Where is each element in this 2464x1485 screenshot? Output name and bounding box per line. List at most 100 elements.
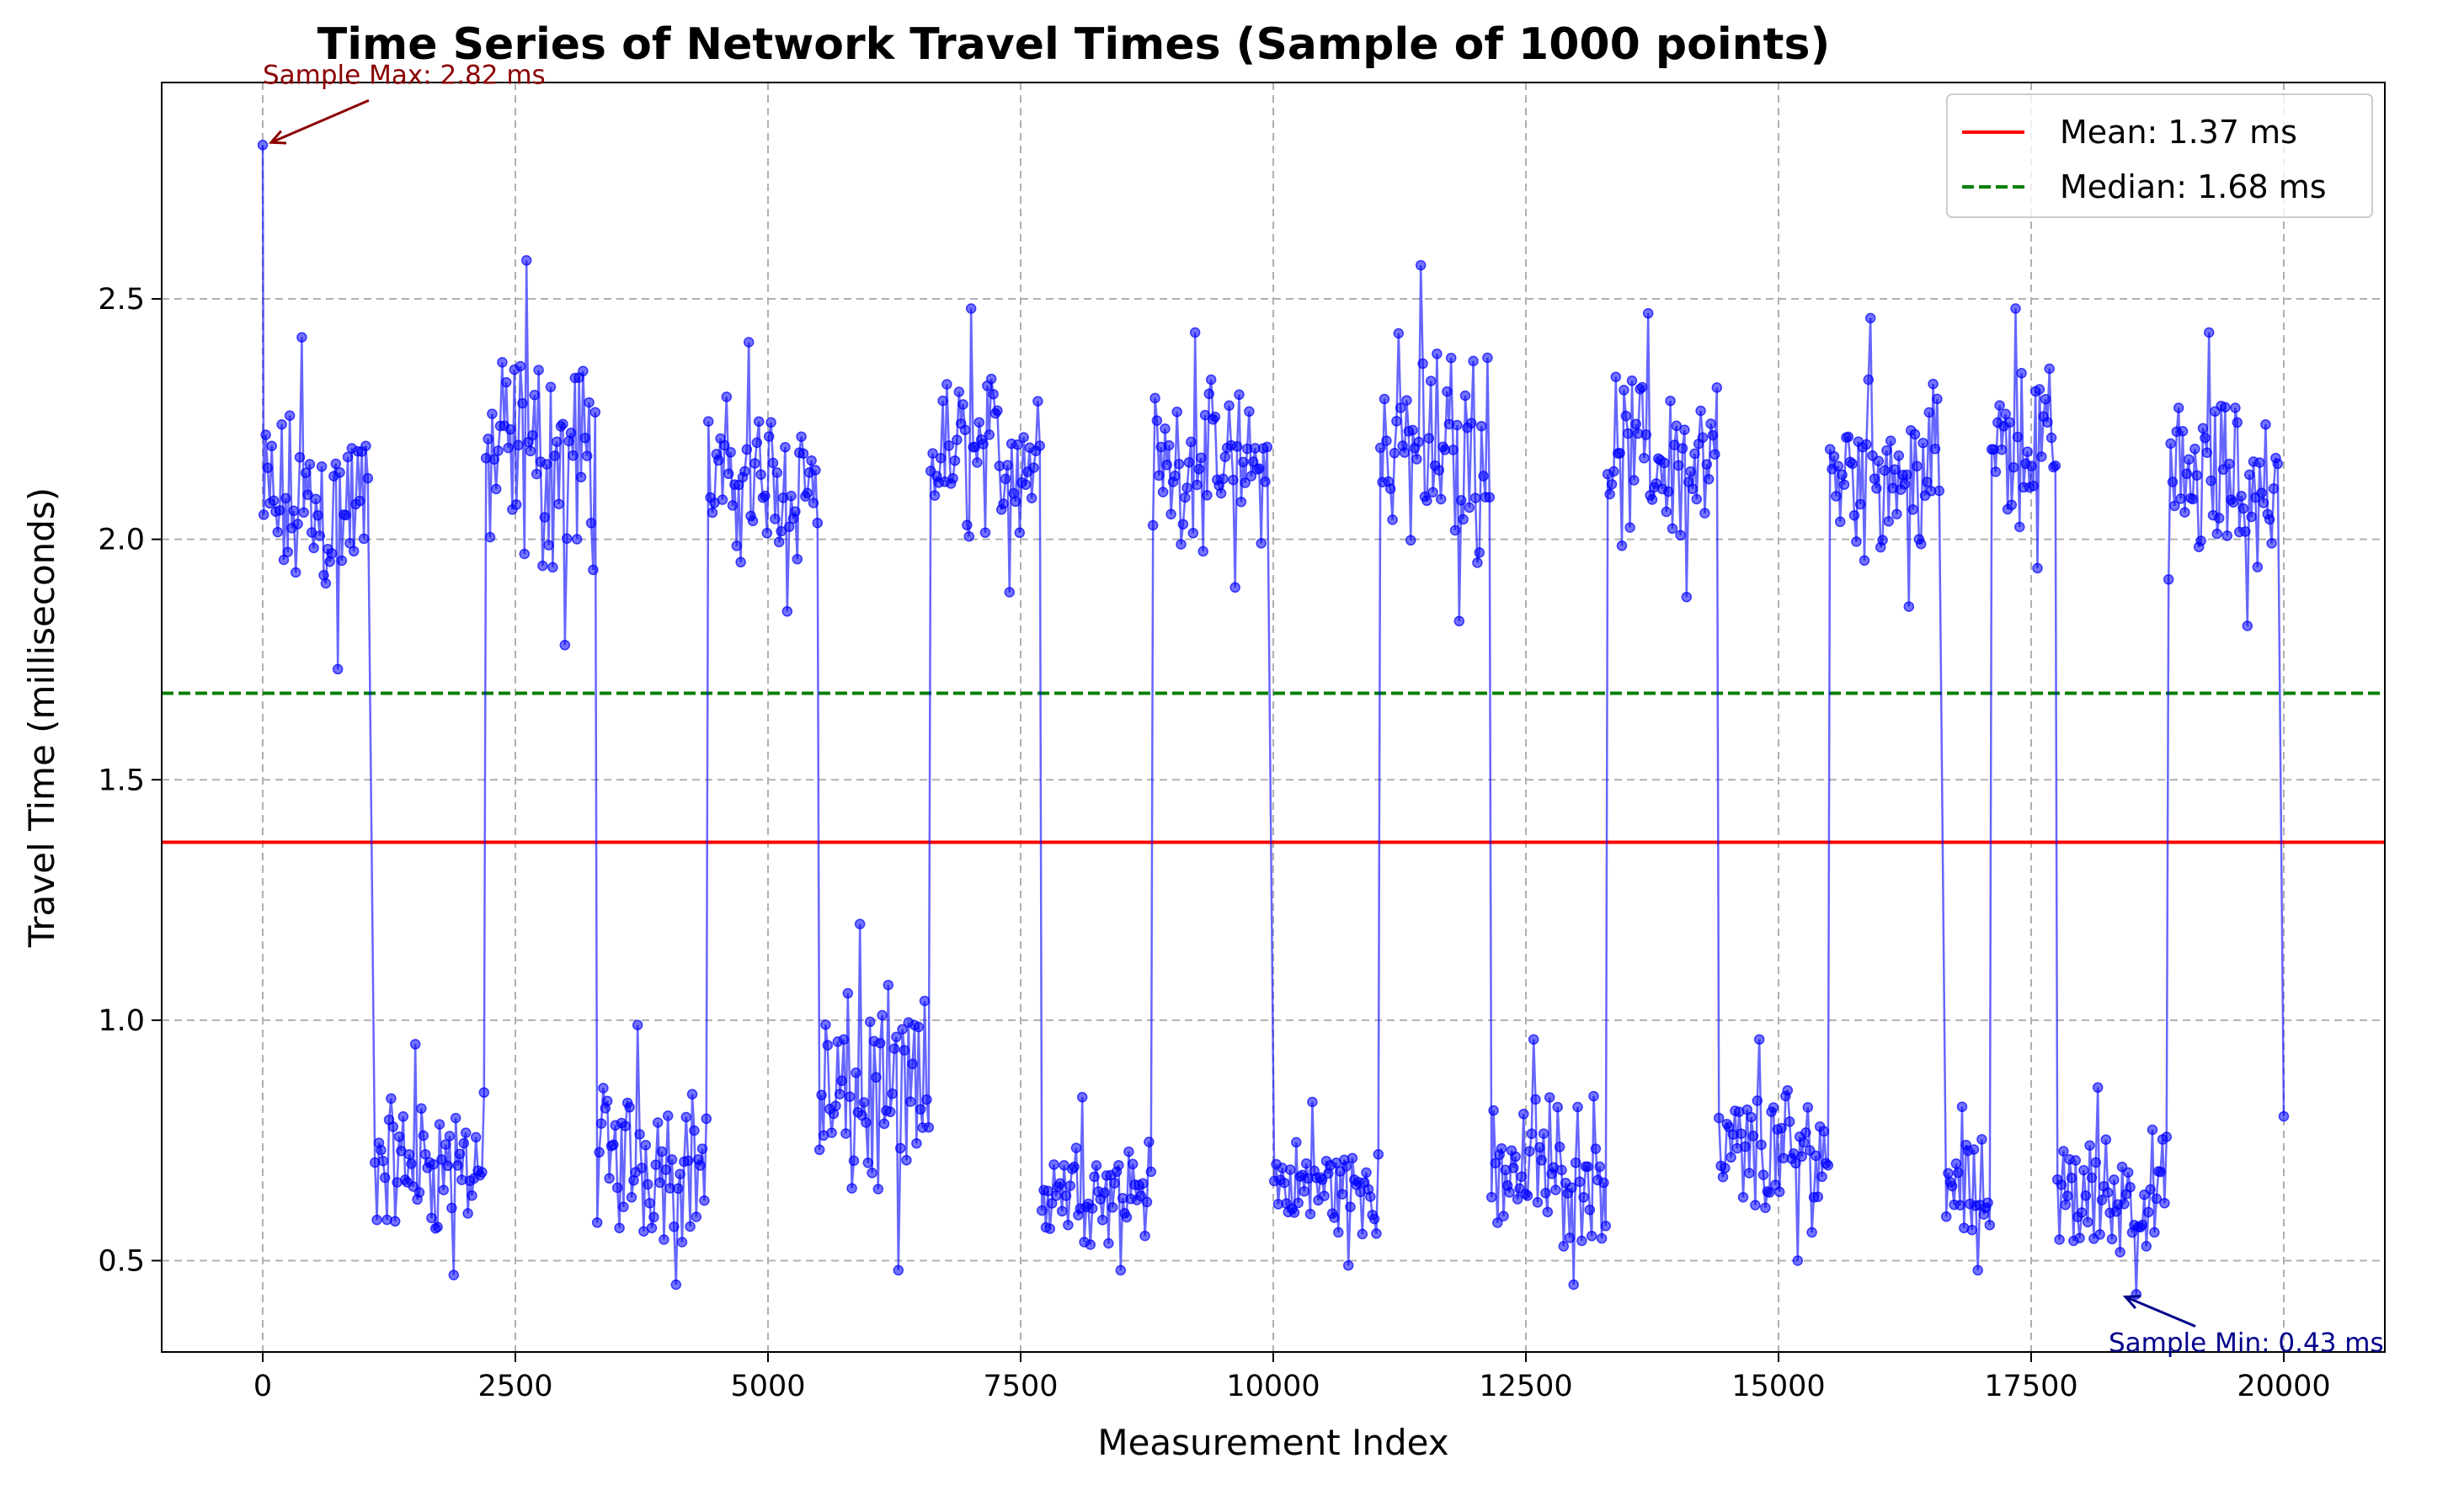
data-point	[842, 987, 854, 999]
data-point	[2256, 487, 2267, 498]
data-point	[662, 1110, 674, 1121]
data-point	[272, 526, 284, 538]
data-point	[712, 455, 724, 466]
data-point	[2016, 368, 2027, 379]
data-point	[806, 455, 817, 466]
data-point	[477, 1167, 488, 1178]
y-tick-label: 2.5	[98, 283, 145, 317]
data-point	[947, 472, 958, 484]
data-point	[874, 1037, 886, 1049]
data-point	[1064, 1180, 1076, 1191]
data-point	[557, 418, 568, 429]
data-point	[1540, 1187, 1551, 1199]
data-point	[826, 1127, 837, 1138]
data-point	[1530, 1094, 1541, 1105]
data-point	[595, 1118, 607, 1129]
data-point	[2028, 480, 2040, 492]
data-point	[1137, 1178, 1149, 1190]
data-point	[1859, 555, 1870, 567]
data-point	[336, 555, 348, 567]
data-point	[1955, 1200, 1965, 1211]
annotation-min-arrow-line	[2125, 1296, 2196, 1328]
data-point	[2203, 327, 2215, 338]
data-point	[448, 1269, 460, 1280]
data-point	[1667, 523, 1678, 535]
y-axis-label: Travel Time (milliseconds)	[21, 487, 62, 948]
data-point	[1229, 582, 1240, 593]
data-point	[436, 1154, 447, 1165]
data-point	[1790, 1158, 1801, 1169]
data-point	[1950, 1158, 1962, 1169]
data-point	[1192, 479, 1203, 491]
data-point	[717, 494, 728, 505]
data-point	[1442, 386, 1453, 397]
data-point	[1636, 381, 1648, 393]
data-point	[1968, 1144, 1980, 1155]
data-point	[462, 1208, 473, 1219]
data-point	[1054, 1178, 1066, 1190]
data-point	[618, 1201, 629, 1212]
data-point	[781, 606, 793, 617]
data-point	[2082, 1216, 2093, 1227]
data-point	[1203, 388, 1215, 400]
data-point	[985, 373, 997, 385]
data-point	[695, 1160, 706, 1171]
data-point	[1196, 452, 1207, 464]
data-point	[2181, 468, 2193, 480]
data-point	[972, 457, 983, 468]
data-point	[776, 525, 787, 537]
annotation-max-arrow-head	[268, 130, 287, 145]
data-point	[497, 357, 508, 368]
data-point	[988, 388, 999, 400]
data-point	[1990, 466, 2002, 477]
data-point	[1717, 1171, 1729, 1183]
data-point	[1796, 1151, 1807, 1163]
data-point	[504, 423, 516, 435]
data-point	[1260, 476, 1271, 487]
data-point	[1171, 406, 1182, 418]
data-point	[1691, 493, 1703, 505]
data-point	[640, 1140, 652, 1151]
y-axis-ticks: 0.5 1.0 1.5 2.0 2.5	[98, 283, 162, 1278]
data-point	[984, 429, 995, 440]
data-point	[1425, 375, 1437, 386]
data-point	[747, 515, 759, 527]
data-point	[2008, 461, 2019, 473]
annotation-max-arrow-line	[270, 98, 370, 144]
data-point	[578, 365, 589, 377]
data-point	[1165, 508, 1176, 520]
data-point	[1697, 432, 1709, 444]
data-point	[589, 407, 601, 418]
data-point	[1570, 1157, 1581, 1168]
data-point	[636, 1163, 648, 1174]
data-point	[1626, 375, 1638, 386]
data-point	[810, 465, 821, 476]
data-point	[284, 410, 296, 421]
data-point	[517, 397, 528, 409]
annotations: Sample Max: 2.82 ms Sample Min: 0.43 ms	[263, 60, 2384, 1358]
data-point	[858, 1097, 870, 1108]
data-point	[1646, 494, 1658, 505]
data-point	[1107, 1202, 1118, 1213]
data-point	[813, 1144, 825, 1156]
data-point	[780, 441, 791, 453]
data-point	[340, 509, 351, 521]
data-point	[1304, 1208, 1316, 1220]
data-point	[1145, 1166, 1157, 1178]
data-point	[2272, 458, 2284, 470]
data-point	[274, 504, 285, 516]
data-point	[2040, 393, 2051, 405]
data-point	[450, 1112, 461, 1124]
data-point	[440, 1139, 451, 1150]
data-point	[1782, 1084, 1794, 1096]
x-tick-label: 10000	[1226, 1370, 1320, 1403]
data-point	[551, 436, 563, 447]
y-tick-label: 0.5	[98, 1244, 145, 1278]
data-point	[2050, 460, 2061, 471]
data-point	[861, 1117, 872, 1128]
data-point	[1837, 469, 1848, 481]
data-point	[1368, 1213, 1380, 1225]
data-point	[1435, 493, 1447, 505]
data-point	[937, 395, 948, 407]
data-point	[1639, 452, 1650, 464]
